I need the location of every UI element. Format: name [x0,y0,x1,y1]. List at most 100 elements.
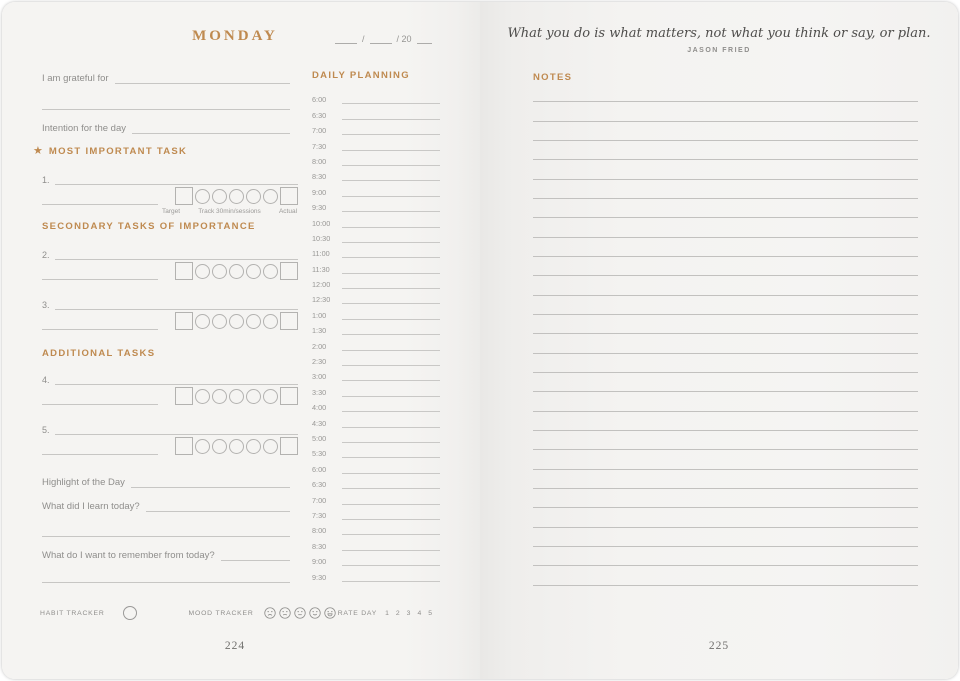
time-slot-row: 7:00 [312,489,440,505]
right-page: What you do is what matters, not what yo… [480,2,958,679]
writing-line [342,426,440,428]
daily-planning: DAILY PLANNING 6:00 6:30 7:00 [312,70,440,582]
writing-line [145,511,290,512]
date-year-field [416,32,432,44]
star-icon: ★ [33,145,43,157]
time-label: 12:00 [312,280,331,290]
writing-line [342,288,440,290]
time-slot-row: 7:30 [312,135,440,151]
writing-line [342,226,440,228]
writing-line [342,549,440,551]
time-slot-row: 12:00 [312,274,440,290]
session-circle [229,438,244,454]
target-checkbox [175,437,193,455]
task-number: 3. [42,300,50,310]
task-5: 5. [42,421,298,455]
session-circle [263,438,278,454]
task-title-row: 1. [42,171,298,185]
writing-line [42,387,158,405]
time-slot-row: 8:00 [312,520,440,536]
tracker-labels: Target Track 30min/sessions Actual [161,208,298,215]
time-label: 8:00 [312,526,327,536]
intention-label: Intention for the day [42,123,126,134]
mood-tracker-label: MOOD TRACKER [188,609,254,617]
task-1: 1. Target Track 30min/sessions Actu [42,171,298,215]
time-slot-row: 10:30 [312,228,440,243]
session-circle [263,388,278,404]
time-slot-row: 5:30 [312,443,440,459]
session-circle [195,263,210,279]
writing-line [342,441,440,443]
time-label: 8:00 [312,156,327,166]
time-slot-row: 5:00 [312,428,440,443]
time-slot-row: 6:00 [312,458,440,474]
writing-line [42,569,290,583]
writing-line [342,472,440,474]
writing-line [342,457,440,459]
actual-checkbox [280,387,298,405]
time-slot-row: 11:30 [312,258,440,274]
writing-line [342,257,440,259]
sad-face-icon [278,607,291,619]
time-slot-row: 4:30 [312,412,440,428]
writing-line [54,184,298,185]
notes-lines [533,83,918,586]
writing-line [54,434,298,435]
writing-line [533,373,918,393]
date-year-prefix: / 20 [396,34,412,44]
date-separator: / [362,34,365,44]
time-slot-row: 1:30 [312,320,440,336]
time-label: 7:30 [312,141,327,151]
left-page-number: 224 [224,640,246,652]
rate-day-number: 4 [417,609,422,617]
writing-line [342,534,440,536]
writing-line [342,149,440,151]
writing-line [533,315,918,335]
session-circle [195,438,210,454]
section-header-additional: ADDITIONAL TASKS [42,348,156,359]
writing-line [42,523,290,537]
writing-line [533,276,918,296]
time-tracker [175,187,298,205]
task-3: 3. [42,296,298,330]
highlight-label: Highlight of the Day [42,477,125,488]
actual-checkbox [280,312,298,330]
writing-line [342,180,440,182]
left-page-footer: HABIT TRACKER MOOD TRACKER [40,606,432,620]
task-4: 4. [42,371,298,405]
writing-line [342,488,440,490]
writing-line [533,489,918,509]
right-page-number: 225 [708,640,730,652]
time-label: 5:30 [312,449,327,459]
session-circle [246,188,261,204]
writing-line [342,503,440,505]
writing-line [342,349,440,351]
writing-line [533,296,918,315]
actual-label: Actual [278,208,298,215]
most-important-task-header: ★ MOST IMPORTANT TASK [33,145,187,158]
writing-line [42,437,158,455]
writing-line [131,133,290,134]
time-slot-row: 11:00 [312,243,440,259]
writing-line [533,354,918,373]
task-tracker-row [42,187,298,205]
time-slots: 6:00 6:30 7:00 7:30 [312,89,440,582]
happy-face-icon [308,607,321,619]
target-checkbox [175,312,193,330]
actual-checkbox [280,187,298,205]
task-title-row: 2. [42,246,298,260]
gratitude-row: I am grateful for [42,70,290,84]
time-label: 1:00 [312,310,327,320]
task-tracker-row [42,437,298,455]
session-circle [195,188,210,204]
writing-line [533,470,918,489]
learn-row: What did I learn today? [42,498,290,512]
writing-line [342,395,440,397]
session-circle [246,438,261,454]
section-header-secondary: SECONDARY TASKS OF IMPORTANCE [42,221,256,232]
neutral-face-icon [293,607,306,619]
writing-line [533,334,918,354]
learn-label: What did I learn today? [42,501,140,512]
